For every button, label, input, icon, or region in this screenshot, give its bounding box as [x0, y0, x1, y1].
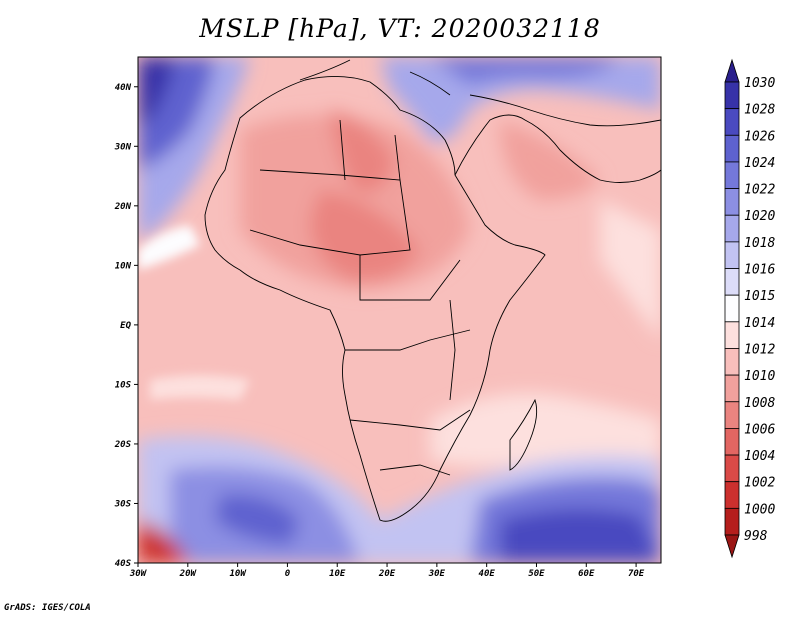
colorbar-box	[724, 348, 740, 376]
lon-tick-label: 30E	[428, 569, 446, 579]
lat-tick-label: 40N	[115, 83, 132, 93]
colorbar-box	[724, 161, 740, 189]
colorbar-box	[724, 108, 740, 136]
lon-tick-label: 20W	[179, 569, 198, 579]
colorbar-label: 1006	[744, 422, 775, 437]
lat-tick-label: 20N	[114, 202, 132, 212]
colorbar-box	[724, 294, 740, 323]
coastlines	[204, 59, 661, 522]
colorbar-label: 1016	[744, 263, 775, 278]
colorbar-box	[724, 134, 740, 163]
colorbar-arrow-top	[724, 58, 740, 83]
pressure-field	[138, 57, 661, 563]
colorbar-label: 1014	[744, 316, 775, 331]
colorbar-box	[724, 268, 740, 296]
lon-tick-label: 30W	[129, 569, 148, 579]
colorbar-label: 998	[744, 529, 768, 544]
lon-tick-label: 40E	[479, 569, 496, 579]
lon-tick-label: 10W	[229, 569, 247, 579]
colorbar-box	[724, 374, 740, 403]
colorbar-label: 1004	[744, 449, 775, 464]
map-title: MSLP [hPa], VT: 2020032118	[199, 14, 601, 43]
colorbar-label: 1000	[744, 502, 775, 517]
colorbar-box	[724, 428, 740, 456]
colorbar-box	[724, 241, 740, 269]
lon-tick-label: 0	[285, 569, 291, 579]
colorbar-box	[724, 81, 740, 110]
map-frame	[137, 56, 662, 564]
lon-axis: 30W 20W 10W 0 10E 20E 30E 40E 50E 60E 70E	[129, 563, 645, 579]
colorbar-label: 1024	[744, 156, 775, 171]
colorbar-label: 1026	[744, 129, 775, 144]
lat-tick-label: 30S	[114, 499, 132, 509]
lon-tick-label: 70E	[628, 569, 645, 579]
lat-tick-label: 10N	[115, 261, 132, 271]
lat-tick-label: EQ	[120, 321, 131, 331]
lat-tick-label: 40S	[115, 559, 132, 569]
colorbar: 1030 1028 1026 1024 1022 1020 1018 1016 1015 1014…	[724, 58, 775, 559]
lon-tick-label: 10E	[329, 569, 346, 579]
lon-tick-label: 60E	[578, 569, 595, 579]
lon-tick-label: 50E	[528, 569, 545, 579]
lat-tick-label: 20S	[114, 440, 132, 450]
colorbar-label: 1002	[744, 476, 775, 491]
colorbar-box	[724, 401, 740, 429]
colorbar-label: 1015	[744, 289, 775, 304]
lat-axis: 40N 30N 20N 10N EQ 10S 20S 30S 40S	[114, 83, 138, 569]
colorbar-label: 1030	[744, 76, 775, 91]
colorbar-box	[724, 507, 740, 536]
colorbar-label: 1018	[744, 236, 775, 251]
colorbar-label: 1020	[744, 209, 775, 224]
colorbar-box	[724, 321, 740, 349]
colorbar-box	[724, 188, 740, 216]
colorbar-label: 1008	[744, 396, 775, 411]
colorbar-arrow-bottom	[724, 534, 740, 559]
lat-tick-label: 30N	[114, 142, 132, 152]
colorbar-label: 1022	[744, 183, 775, 198]
colorbar-label: 1012	[744, 342, 775, 357]
footer-credit: GrADS: IGES/COLA	[4, 603, 91, 613]
colorbar-label: 1010	[744, 369, 775, 384]
colorbar-box	[724, 481, 740, 509]
colorbar-box	[724, 454, 740, 483]
lon-tick-label: 20E	[378, 569, 396, 579]
colorbar-box	[724, 214, 740, 243]
lat-tick-label: 10S	[115, 380, 132, 390]
colorbar-label: 1028	[744, 103, 775, 118]
